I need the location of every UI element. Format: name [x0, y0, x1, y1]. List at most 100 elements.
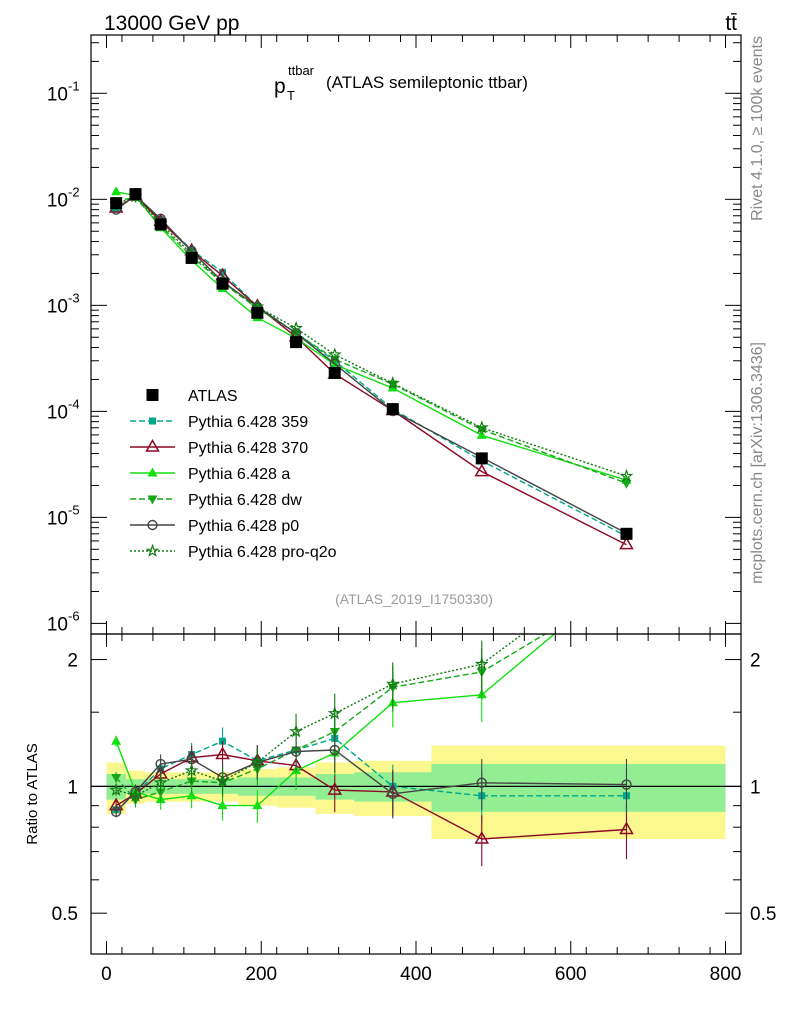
- series-point-370: [619, 536, 634, 550]
- series-point-dw: [621, 479, 632, 489]
- ratio-point-pro-q2o: [128, 788, 143, 802]
- title-superscript: ttbar: [288, 63, 315, 78]
- y-tick-label: 10: [47, 614, 68, 635]
- y-tick-label: 10: [47, 296, 68, 317]
- ratio-point-a: [621, 568, 631, 577]
- x-tick-label: 0: [101, 964, 112, 985]
- atlas-data-point: [290, 336, 303, 349]
- legend-marker-pro-q2o: [145, 543, 160, 557]
- atlas-data-point: [386, 403, 399, 416]
- ratio-point-370: [215, 746, 230, 760]
- legend-label-dw: Pythia 6.428 dw: [188, 492, 302, 509]
- ratio-point-pro-q2o: [289, 724, 303, 738]
- series-point-pro-q2o: [619, 468, 634, 483]
- legend-item-p0: Pythia 6.428 p0: [130, 518, 299, 535]
- legend-marker-dw: [147, 495, 158, 505]
- legend-label-atlas: ATLAS: [188, 388, 238, 405]
- ratio-point-a: [217, 800, 228, 810]
- legend-item-a: Pythia 6.428 a: [130, 466, 290, 483]
- legend-label-359: Pythia 6.428 359: [188, 414, 308, 431]
- ratio-point-pro-q2o: [153, 775, 168, 789]
- ratio-point-pro-q2o: [385, 676, 400, 690]
- y-tick-exponent: -5: [68, 502, 80, 517]
- ratio-point-p0: [110, 806, 122, 818]
- series-point-pro-q2o: [327, 347, 342, 361]
- ratio-tick-label: 1: [67, 777, 78, 798]
- legend-item-pro-q2o: Pythia 6.428 pro-q2o: [130, 543, 337, 561]
- legend-item-atlas: ATLAS: [146, 388, 238, 405]
- ratio-point-dw: [111, 773, 122, 783]
- series-point-pro-q2o: [289, 321, 303, 335]
- ratio-panel-series: [108, 552, 634, 867]
- ratio-axis-label: Ratio to ATLAS: [24, 743, 41, 844]
- legend-label-p0: Pythia 6.428 p0: [188, 518, 299, 535]
- atlas-data-point: [475, 452, 488, 465]
- ratio-point-dw: [621, 582, 631, 591]
- title-rest: (ATLAS semileptonic ttbar): [326, 73, 528, 92]
- y-tick-label: 10: [47, 190, 68, 211]
- legend-label-pro-q2o: Pythia 6.428 pro-q2o: [188, 544, 337, 561]
- x-tick-label: 800: [710, 964, 742, 985]
- ratio-point-370: [474, 830, 490, 844]
- ratio-point-pro-q2o: [474, 656, 489, 671]
- legend-marker-a: [147, 467, 158, 477]
- ratio-tick-label: 0.5: [52, 904, 78, 925]
- legend-marker-atlas: [146, 389, 159, 401]
- series-point-359: [219, 268, 227, 276]
- ratio-point-a: [186, 790, 197, 800]
- legend-label-a: Pythia 6.428 a: [188, 466, 290, 483]
- y-tick-label: 10: [47, 508, 68, 529]
- title-main: p: [274, 75, 286, 98]
- y-tick-exponent: -2: [68, 184, 80, 199]
- plot-title: p ttbar T (ATLAS semileptonic ttbar): [274, 63, 528, 103]
- atlas-data-point: [620, 527, 633, 540]
- x-tick-label: 600: [555, 964, 587, 985]
- atlas-data-point: [154, 218, 167, 231]
- legend-item-359: Pythia 6.428 359: [130, 414, 308, 431]
- atlas-data-point: [110, 197, 123, 210]
- series-point-pro-q2o: [385, 376, 400, 390]
- header-process-label: tt̄: [725, 12, 737, 35]
- ratio-point-pro-q2o: [215, 773, 230, 787]
- series-line-a: [115, 191, 627, 481]
- ratio-point-p0: [621, 779, 632, 790]
- ratio-point-pro-q2o: [621, 552, 632, 562]
- ratio-point-dw: [155, 788, 166, 798]
- main-panel-series: [108, 186, 634, 550]
- ratio-tick-label: 2: [67, 651, 78, 672]
- atlas-data-point: [251, 306, 264, 319]
- y-tick-label: 10: [47, 402, 68, 423]
- ratio-point-a: [111, 735, 122, 745]
- legend-marker-p0: [147, 519, 158, 531]
- ratio-point-p0: [387, 788, 398, 800]
- header-energy-label: 13000 GeV pp: [104, 12, 239, 35]
- ratio-point-pro-q2o: [250, 755, 265, 769]
- series-point-pro-q2o: [474, 420, 489, 434]
- series-point-370: [474, 463, 490, 477]
- ratio-point-p0: [155, 758, 166, 770]
- atlas-data-point: [328, 367, 341, 380]
- analysis-watermark: (ATLAS_2019_I1750330): [335, 591, 493, 607]
- ratio-point-a: [252, 800, 263, 810]
- ratio-tick-label-right: 2: [750, 651, 761, 672]
- legend-item-370: Pythia 6.428 370: [130, 438, 308, 457]
- ratio-point-370: [327, 782, 343, 795]
- series-line-pro-q2o: [115, 195, 627, 477]
- rivet-version-label: Rivet 4.1.0, ≥ 100k events: [749, 36, 766, 221]
- y-tick-exponent: -6: [68, 608, 80, 623]
- y-tick-exponent: -4: [68, 396, 80, 411]
- title-subscript: T: [287, 88, 295, 103]
- legend-marker-370: [145, 438, 160, 452]
- legend: ATLAS Pythia 6.428 359 Pythia 6.428 370 Pyt…: [130, 388, 337, 561]
- x-tick-label: 400: [400, 964, 432, 985]
- ratio-point-pro-q2o: [184, 763, 199, 777]
- y-tick-exponent: -3: [68, 290, 80, 305]
- x-tick-label: 200: [245, 964, 277, 985]
- series-point-a: [111, 186, 122, 196]
- ratio-point-pro-q2o: [109, 782, 124, 796]
- atlas-data-point: [216, 277, 229, 290]
- legend-label-370: Pythia 6.428 370: [188, 440, 308, 457]
- legend-marker-359: [149, 417, 156, 425]
